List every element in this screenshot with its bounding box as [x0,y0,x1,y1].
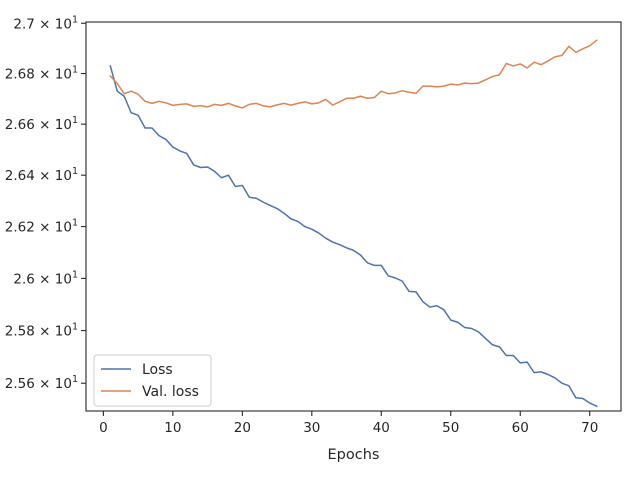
y-tick-base: 10 [55,16,72,32]
y-tick-base: 10 [55,220,72,236]
y-tick-exponent: 1 [72,65,78,76]
y-tick-label-2.7: 2.7 × 101 [13,14,78,32]
y-tick-mantissa: 2.58 [5,324,35,340]
y-tick-exponent: 1 [72,269,78,280]
y-tick-base: 10 [55,271,72,287]
y-tick-base: 10 [55,117,72,133]
y-tick-base: 10 [55,67,72,83]
legend: Loss Val. loss [93,354,212,407]
y-tick-base: 10 [55,168,72,184]
y-tick-label-2.58: 2.58 × 101 [5,322,78,340]
legend-label-val-loss: Val. loss [142,384,199,400]
y-tick-mantissa: 2.62 [5,220,35,236]
x-tick-label-50: 50 [442,420,459,436]
y-tick-label-2.6: 2.6 × 101 [13,269,78,287]
x-tick-label-20: 20 [234,420,251,436]
y-tick-mantissa: 2.66 [5,117,35,133]
y-tick-mantissa: 2.68 [5,67,35,83]
plot-area [86,22,621,411]
y-tick-exponent: 1 [72,166,78,177]
y-tick-exponent: 1 [72,322,78,333]
y-tick-mantissa: 2.64 [5,168,35,184]
tick-layer: 0 10 20 30 40 50 60 70 2.56 × 101 2.58 × 101 2.6 ×… [5,14,599,436]
y-tick-base: 10 [55,376,72,392]
y-tick-exponent: 1 [72,115,78,126]
axes-frame [85,21,622,412]
x-tick-label-60: 60 [512,420,529,436]
x-tick-label-0: 0 [99,420,108,436]
legend-box [93,354,212,407]
y-tick-label-2.62: 2.62 × 101 [5,218,78,236]
x-tick-label-40: 40 [373,420,390,436]
y-tick-label-2.56: 2.56 × 101 [5,374,78,392]
series-layer [109,39,598,408]
x-tick-label-70: 70 [581,420,598,436]
y-tick-label-2.68: 2.68 × 101 [5,65,78,83]
x-tick-label-30: 30 [303,420,320,436]
y-tick-exponent: 1 [72,374,78,385]
y-tick-label-2.66: 2.66 × 101 [5,115,78,133]
y-tick-exponent: 1 [72,218,78,229]
x-axis-label: Epochs [328,447,380,463]
y-tick-mantissa: 2.7 [13,16,34,32]
y-tick-exponent: 1 [72,14,78,25]
y-tick-mantissa: 2.6 [13,271,34,287]
legend-label-loss: Loss [142,362,173,378]
series-line-loss [109,65,598,408]
y-tick-label-2.64: 2.64 × 101 [5,166,78,184]
x-tick-label-10: 10 [164,420,181,436]
y-tick-mantissa: 2.56 [5,376,35,392]
y-tick-base: 10 [55,324,72,340]
series-line-val-loss [109,39,598,109]
